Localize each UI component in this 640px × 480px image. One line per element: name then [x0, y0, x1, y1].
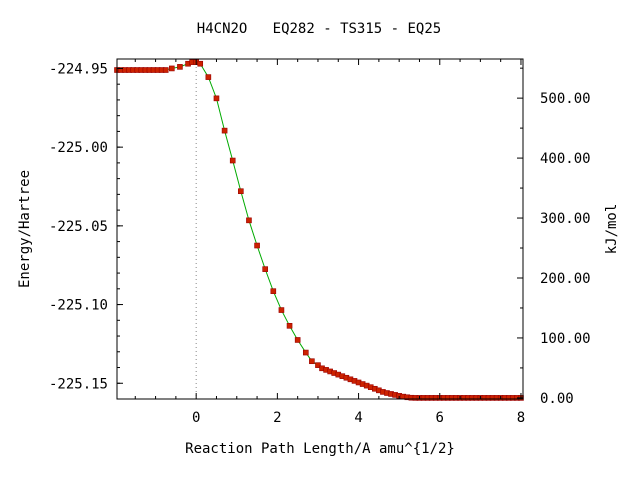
y-tick-label: -225.15 [49, 376, 108, 392]
y-tick-label: -225.00 [49, 140, 108, 156]
y2-tick-label: 300.00 [540, 211, 591, 227]
data-point [302, 349, 309, 356]
series-line-0 [117, 61, 521, 399]
data-point [197, 60, 204, 67]
data-point [177, 64, 183, 70]
y2-tick-label: 200.00 [540, 271, 591, 287]
y-tick-label: -225.10 [49, 298, 108, 314]
data-point [286, 323, 293, 329]
y2-tick-label: 400.00 [540, 151, 591, 167]
data-point [221, 127, 228, 134]
data-point [254, 242, 260, 249]
x-tick-label: 6 [436, 410, 444, 426]
data-point [169, 65, 175, 72]
y2-tick-label: 500.00 [540, 91, 591, 107]
data-point [309, 358, 315, 365]
y2-axis-label: kJ/mol [604, 204, 620, 255]
data-point [294, 337, 301, 343]
data-point [262, 266, 268, 272]
data-point [205, 74, 212, 80]
data-point [229, 157, 236, 164]
chart-title: H4CN2O EQ282 - TS315 - EQ25 [197, 21, 441, 37]
x-axis-label: Reaction Path Length/A amu^{1/2} [185, 441, 455, 457]
data-point [213, 95, 220, 102]
x-tick-label: 8 [517, 410, 525, 426]
data-point [315, 362, 321, 368]
data-point [238, 188, 244, 195]
y-tick-label: -224.95 [49, 61, 108, 77]
series-layer [114, 59, 524, 401]
data-point [278, 307, 285, 313]
data-point [162, 67, 169, 73]
data-point [270, 288, 277, 294]
x-tick-label: 4 [354, 410, 362, 426]
y2-tick-label: 100.00 [540, 331, 591, 347]
tick-layer: 0 2 4 6 8 -224.95 -225.00 -225.05 -225.10 -225.15… [49, 59, 591, 426]
x-tick-label: 2 [273, 410, 281, 426]
x-tick-label: 0 [192, 410, 200, 426]
plot-frame [116, 58, 524, 400]
y2-tick-label: 0.00 [540, 391, 574, 407]
y-axis-label: Energy/Hartree [17, 170, 33, 288]
y-tick-label: -225.05 [49, 219, 108, 235]
data-point [246, 217, 252, 224]
